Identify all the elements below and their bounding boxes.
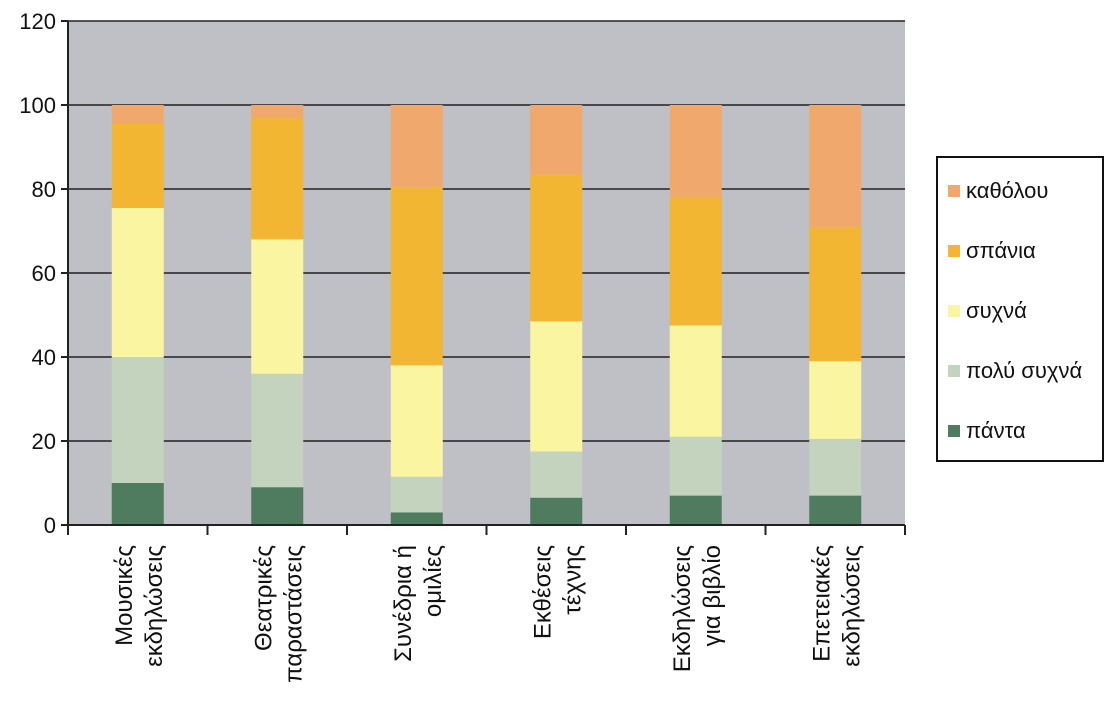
bar-segment: [390, 476, 443, 513]
bar-segment: [251, 487, 304, 525]
x-category-label: Μουσικές: [111, 545, 138, 646]
x-category-label: παραστάσεις: [280, 545, 307, 683]
x-tick-labels: Μουσικές εκδηλώσεις Θεατρικές παραστάσεις Συ…: [111, 545, 866, 683]
legend: καθόλου σπάνια συχνά πολύ συχνά πάντα: [936, 156, 1104, 462]
legend-item: πολύ συχνά: [948, 358, 1082, 384]
legend-swatch: [948, 185, 960, 197]
bar-segment: [251, 117, 304, 240]
x-category-label: Εκθέσεις: [529, 545, 556, 639]
bar-segment: [809, 361, 862, 439]
bar-segment: [809, 226, 862, 362]
x-category-label: Θεατρικές: [250, 545, 277, 651]
x-category-label: Συνέδρια ή: [390, 545, 417, 662]
x-category-label: Επετειακές: [808, 545, 835, 662]
x-category-label: εκδηλώσεις: [838, 545, 865, 667]
bar-segment: [251, 105, 304, 118]
bar-segment: [530, 497, 583, 525]
bar-segment: [390, 105, 443, 187]
bar-segment: [809, 438, 862, 496]
bar-segment: [251, 239, 304, 374]
legend-item: καθόλου: [948, 178, 1048, 204]
legend-label: πολύ συχνά: [966, 358, 1083, 383]
bar-segment: [390, 186, 443, 366]
bar-segment: [530, 451, 583, 498]
y-tick-label: 80: [32, 177, 56, 202]
legend-swatch: [948, 425, 960, 437]
bar-segment: [111, 105, 164, 124]
gridlines: [68, 20, 905, 442]
bar-segment: [530, 321, 583, 452]
bar-segment: [251, 373, 304, 488]
bar-segment: [669, 105, 722, 198]
bars: [111, 105, 862, 525]
y-tick-label: 40: [32, 345, 56, 370]
legend-swatch: [948, 305, 960, 317]
y-tick-label: 120: [19, 9, 56, 34]
bar-segment: [669, 197, 722, 326]
legend-label: συχνά: [966, 298, 1027, 323]
y-tick-label: 100: [19, 93, 56, 118]
axes: [61, 20, 906, 535]
legend-swatch: [948, 365, 960, 377]
x-category-label: ομιλίες: [420, 545, 447, 617]
legend-item: συχνά: [948, 298, 1027, 324]
bar-segment: [809, 495, 862, 525]
bar-segment: [669, 325, 722, 437]
bar-segment: [390, 512, 443, 525]
bar-segment: [669, 495, 722, 525]
legend-label: πάντα: [966, 418, 1026, 443]
bar-segment: [809, 105, 862, 227]
x-category-label: εκδηλώσεις: [141, 545, 168, 667]
x-category-label: για βιβλίο: [699, 545, 726, 647]
legend-swatch: [948, 245, 960, 257]
bar-segment: [669, 436, 722, 496]
y-tick-labels: 0 20 40 60 80 100 120: [19, 9, 56, 538]
x-category-label: τέχνης: [559, 545, 586, 615]
y-tick-label: 20: [32, 429, 56, 454]
bar-segment: [111, 207, 164, 357]
bar-segment: [111, 123, 164, 208]
legend-label: καθόλου: [966, 178, 1049, 203]
legend-item: σπάνια: [948, 238, 1036, 264]
legend-label: σπάνια: [966, 238, 1036, 263]
bar-segment: [530, 105, 583, 175]
bar-segment: [111, 483, 164, 525]
bar-segment: [390, 365, 443, 477]
legend-item: πάντα: [948, 418, 1026, 444]
x-category-label: Εκδηλώσεις: [669, 545, 696, 672]
bar-segment: [111, 357, 164, 483]
bar-segment: [530, 174, 583, 322]
y-tick-label: 60: [32, 261, 56, 286]
y-tick-label: 0: [44, 513, 56, 538]
